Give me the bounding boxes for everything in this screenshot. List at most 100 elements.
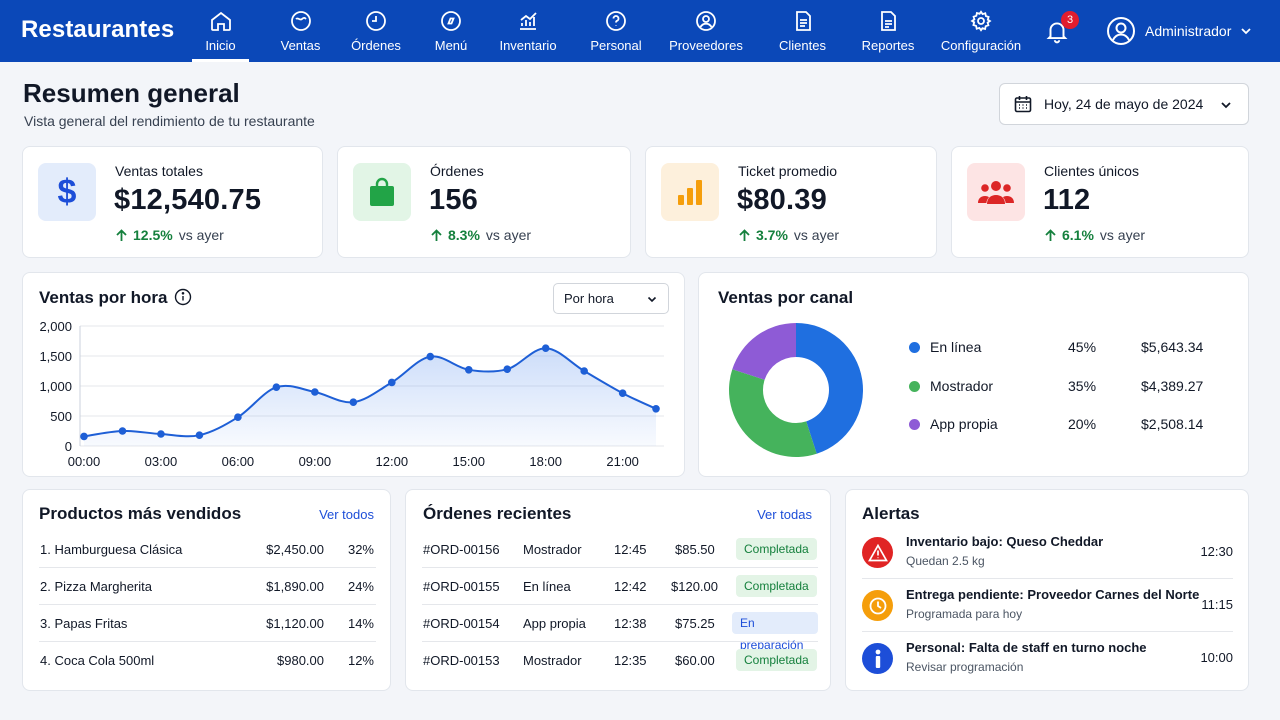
table-row[interactable]: 1. Hamburguesa Clásica $2,450.00 32% [39,531,376,568]
product-name: 1. Hamburguesa Clásica [40,542,183,557]
product-amount: $1,120.00 [266,616,324,631]
nav-item-ventas[interactable]: Ventas [257,0,344,62]
alert-subtitle: Quedan 2.5 kg [906,554,985,568]
order-time: 12:38 [614,616,647,631]
donut-slice[interactable] [796,323,863,454]
table-row[interactable]: #ORD-00155 En línea 12:42 $120.00 Comple… [422,568,818,605]
nav-label: Reportes [861,38,915,53]
nav-item-clientes[interactable]: Clientes [759,0,846,62]
order-amount: $85.50 [675,542,715,557]
users-icon [978,181,1014,204]
arrow-up-icon [1045,228,1056,241]
legend-amount: $4,389.27 [1141,378,1204,394]
data-point[interactable] [652,405,660,413]
donut-slice[interactable] [732,323,796,380]
report-icon [881,11,896,31]
alert-item[interactable]: Personal: Falta de staff en turno noche … [862,632,1233,685]
legend-row-en-linea: En línea 45% $5,643.34 [909,338,1219,358]
nav-item-inventario[interactable]: Inventario [494,0,562,62]
sales-line-chart: 0 500 1,000 1,500 2,000 00:00 03:00 06:00 09:00 1… [39,319,664,469]
data-point[interactable] [426,352,435,361]
kpi-icon-bg: $ [38,163,96,221]
order-channel: Mostrador [523,542,582,557]
data-point[interactable] [80,432,88,441]
nav-item-configuracion[interactable]: Configuración [938,0,1024,62]
kpi-value: $80.39 [737,184,827,216]
alert-subtitle: Revisar programación [906,660,1024,674]
legend-pct: 35% [1068,378,1097,394]
ventas-icon [290,11,311,31]
alert-item[interactable]: Inventario bajo: Queso Cheddar Quedan 2.… [862,526,1233,579]
data-point[interactable] [580,367,588,375]
alerts-card: Alertas Inventario bajo: Queso Cheddar Q… [845,489,1249,691]
kpi-label: Ticket promedio [738,163,838,179]
data-point[interactable] [157,430,165,438]
order-time: 12:42 [614,579,647,594]
data-point[interactable] [388,378,396,387]
data-point[interactable] [272,383,281,391]
info-icon[interactable] [174,288,192,306]
arrow-up-icon [431,228,442,241]
arrow-up-icon [739,228,750,241]
table-row[interactable]: 2. Pizza Margherita $1,890.00 24% [39,568,376,605]
svg-text:$: $ [58,174,77,210]
table-row[interactable]: #ORD-00156 Mostrador 12:45 $85.50 Comple… [422,531,818,568]
notifications-bell-icon[interactable] [1044,18,1070,44]
alert-item[interactable]: Entrega pendiente: Proveedor Carnes del … [862,579,1233,632]
kpi-card-clientes-unicos: Clientes únicos 112 6.1% vs ayer [951,146,1249,258]
table-row[interactable]: 4. Coca Cola 500ml $980.00 12% [39,642,376,679]
card-title: Órdenes recientes [423,504,572,523]
nav-label: Órdenes [351,38,401,53]
date-picker[interactable]: Hoy, 24 de mayo de 2024 [999,83,1249,125]
order-id: #ORD-00156 [423,542,500,557]
alert-subtitle: Programada para hoy [906,607,1023,621]
nav-item-proveedores[interactable]: Proveedores [666,0,746,62]
legend-dot [909,419,920,430]
data-point[interactable] [195,431,204,439]
data-point[interactable] [541,344,550,352]
status-badge: En preparación [732,612,818,652]
kpi-icon-bg [967,163,1025,221]
product-amount: $2,450.00 [266,542,324,557]
nav-item-inicio[interactable]: Inicio [192,0,249,62]
data-point[interactable] [618,389,627,397]
table-row[interactable]: #ORD-00154 App propia 12:38 $75.25 En pr… [422,605,818,652]
kpi-delta: 12.5% vs ayer [115,227,224,243]
kpi-delta-suffix: vs ayer [1099,227,1146,243]
x-tick-label: 06:00 [222,454,255,469]
kpi-icon-bg [353,163,411,221]
user-circle-icon [696,11,716,31]
user-menu[interactable]: Administrador [1106,16,1253,46]
donut-slice[interactable] [729,369,817,457]
product-amount: $980.00 [277,653,324,668]
nav-item-menu[interactable]: Menú [408,0,494,62]
granularity-select[interactable]: Por hora [553,283,669,314]
kpi-delta-value: 3.7% [756,227,788,243]
table-row[interactable]: 3. Papas Fritas $1,120.00 14% [39,605,376,642]
order-id: #ORD-00153 [423,653,500,668]
nav-item-reportes[interactable]: Reportes [850,0,926,62]
order-amount: $120.00 [671,579,718,594]
card-title: Ventas por hora [39,288,168,307]
order-id: #ORD-00155 [423,579,500,594]
top-products-card: Productos más vendidos Ver todos 1. Hamb… [22,489,391,691]
kpi-delta: 8.3% vs ayer [430,227,531,243]
nav-item-ordenes[interactable]: Órdenes [344,0,408,62]
table-row[interactable]: #ORD-00153 Mostrador 12:35 $60.00 Comple… [422,642,818,679]
nav-label: Inicio [205,38,236,53]
view-all-orders-link[interactable]: Ver todas [757,507,812,522]
data-point[interactable] [234,413,242,421]
nav-item-personal[interactable]: Personal [570,0,662,62]
data-point[interactable] [118,427,127,435]
view-all-products-link[interactable]: Ver todos [319,507,374,522]
bar-chart-icon [678,180,702,205]
data-point[interactable] [349,398,358,406]
product-pct: 32% [347,542,374,557]
data-point[interactable] [464,366,473,374]
kpi-delta-up: 6.1% [1044,227,1094,243]
kpi-delta-up: 8.3% [430,227,480,243]
data-point[interactable] [311,388,319,396]
data-point[interactable] [503,365,512,373]
kpi-delta-value: 6.1% [1062,227,1094,243]
kpi-value: 156 [429,184,478,216]
